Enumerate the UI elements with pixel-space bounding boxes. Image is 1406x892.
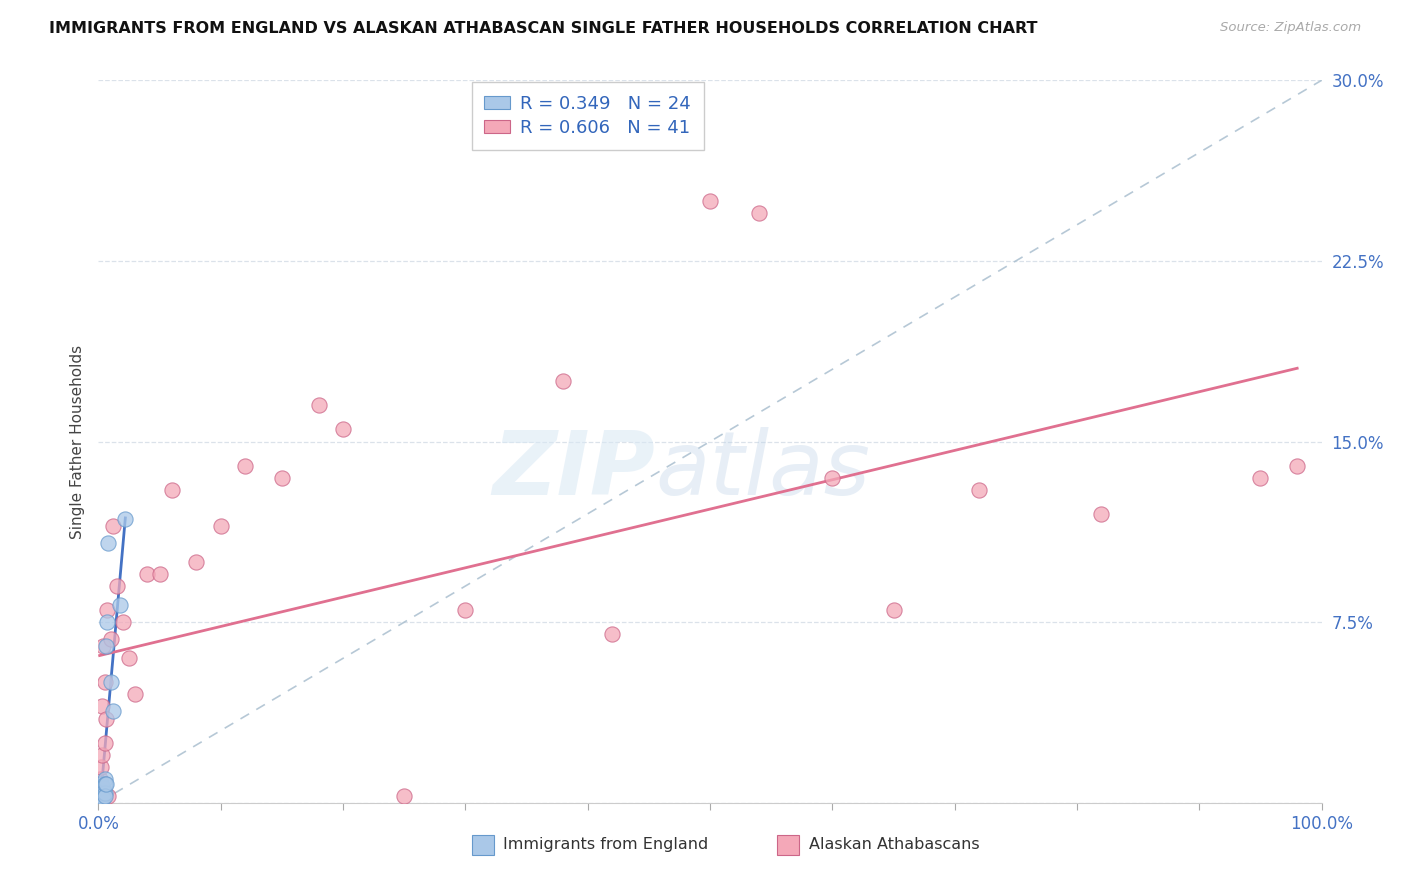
Point [100, 632, 122, 646]
Point [101, 704, 124, 718]
Point [308, 398, 330, 412]
Point [94, 712, 117, 726]
Y-axis label: Single Father Households: Single Father Households [69, 344, 84, 539]
Point [332, 422, 354, 436]
Point [93, 735, 115, 749]
Point [96, 603, 118, 617]
Point [96, 615, 118, 630]
Point [91, 699, 114, 714]
Point [821, 470, 844, 484]
Point [89, 784, 111, 798]
Point [89, 772, 111, 786]
Point [91, 789, 114, 803]
Point [93, 786, 115, 800]
Point [93, 776, 115, 790]
Point [97, 535, 120, 549]
Text: IMMIGRANTS FROM ENGLAND VS ALASKAN ATHABASCAN SINGLE FATHER HOUSEHOLDS CORRELATI: IMMIGRANTS FROM ENGLAND VS ALASKAN ATHAB… [49, 21, 1038, 37]
Point [124, 687, 146, 701]
Point [114, 511, 136, 525]
Point [94, 639, 117, 653]
Point [93, 789, 115, 803]
Point [90, 776, 112, 790]
Point [91, 789, 114, 803]
Point [600, 627, 623, 641]
Point [186, 555, 208, 569]
Point [90, 786, 112, 800]
Point [101, 518, 124, 533]
Point [100, 675, 122, 690]
Point [91, 789, 114, 803]
Point [91, 784, 114, 798]
Point [91, 747, 114, 762]
Point [93, 772, 115, 786]
Point [90, 791, 112, 805]
Text: atlas: atlas [655, 427, 870, 514]
FancyBboxPatch shape [471, 835, 494, 855]
Point [90, 760, 112, 774]
Point [97, 789, 120, 803]
Point [149, 567, 172, 582]
Point [105, 579, 128, 593]
Legend: R = 0.349   N = 24, R = 0.606   N = 41: R = 0.349 N = 24, R = 0.606 N = 41 [471, 82, 704, 150]
Point [111, 615, 134, 630]
Point [883, 603, 905, 617]
Point [91, 791, 114, 805]
Point [91, 639, 114, 653]
Point [1249, 470, 1271, 484]
Point [1286, 458, 1309, 473]
Point [233, 458, 256, 473]
Point [118, 651, 141, 665]
Point [209, 518, 232, 533]
Point [89, 791, 111, 805]
Point [967, 483, 990, 497]
Point [392, 789, 416, 803]
Point [553, 374, 575, 388]
Point [91, 781, 114, 796]
Point [93, 675, 115, 690]
Text: Alaskan Athabascans: Alaskan Athabascans [808, 838, 980, 852]
Point [89, 786, 111, 800]
Point [160, 483, 183, 497]
Point [1090, 507, 1112, 521]
Point [270, 470, 294, 484]
Point [94, 776, 117, 790]
Point [748, 205, 770, 219]
Point [699, 194, 721, 208]
Point [91, 779, 114, 793]
Point [91, 789, 114, 803]
Point [90, 776, 112, 790]
Text: ZIP: ZIP [492, 427, 655, 514]
Text: Source: ZipAtlas.com: Source: ZipAtlas.com [1220, 21, 1361, 35]
Text: Immigrants from England: Immigrants from England [503, 838, 709, 852]
Point [91, 786, 114, 800]
Point [454, 603, 477, 617]
Point [136, 567, 159, 582]
Point [110, 599, 132, 613]
FancyBboxPatch shape [778, 835, 800, 855]
